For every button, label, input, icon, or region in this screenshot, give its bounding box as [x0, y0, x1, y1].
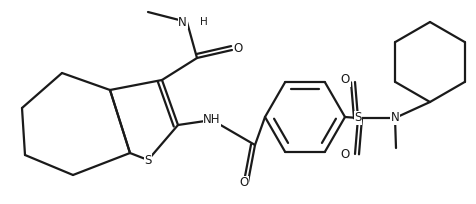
Text: O: O	[239, 176, 248, 190]
Text: S: S	[354, 112, 361, 124]
Text: S: S	[144, 153, 151, 166]
Text: O: O	[340, 73, 349, 86]
Text: O: O	[340, 149, 349, 162]
Text: N: N	[178, 16, 187, 29]
Text: H: H	[199, 17, 208, 27]
Text: O: O	[233, 41, 242, 54]
Text: N: N	[390, 112, 398, 124]
Text: NH: NH	[203, 113, 220, 126]
